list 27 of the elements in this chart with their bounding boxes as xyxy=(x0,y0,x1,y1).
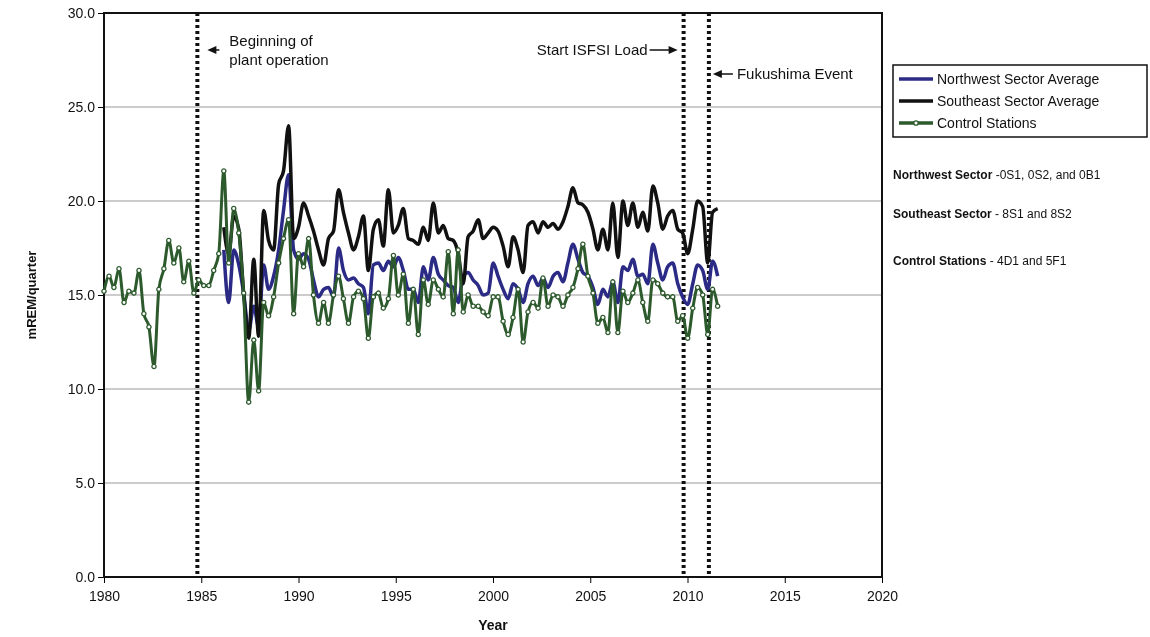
x-tick-label: 2000 xyxy=(477,588,510,605)
legend-label: Control Stations xyxy=(937,115,1037,131)
y-tick-label: 0.0 xyxy=(75,568,96,585)
y-tick-label: 30.0 xyxy=(67,4,96,21)
ref-line-label: Fukushima Event xyxy=(736,65,854,82)
x-tick-label: 1985 xyxy=(186,588,218,605)
y-tick-label: 15.0 xyxy=(67,286,96,303)
y-tick-label: 20.0 xyxy=(67,192,96,209)
legend-label: Northwest Sector Average xyxy=(937,71,1100,87)
ref-line-label: Beginning of plant operation xyxy=(229,32,329,68)
x-tick-label: 1980 xyxy=(88,588,121,605)
legend-label: Southeast Sector Average xyxy=(937,93,1100,109)
ref-line-label: Start ISFSI Load xyxy=(536,41,648,58)
y-axis-title: mREM/quarter xyxy=(24,250,39,340)
x-axis-title: Year xyxy=(478,617,509,633)
text: Northwest Sector -0S1, 0S2, and 0B1 xyxy=(893,168,1101,182)
x-tick-label: 1990 xyxy=(283,588,315,605)
x-tick-label: 1995 xyxy=(380,588,413,605)
y-tick-label: 5.0 xyxy=(75,474,96,491)
x-tick-label: 2005 xyxy=(575,588,607,605)
x-tick-label: 2020 xyxy=(866,588,899,605)
x-tick-label: 2010 xyxy=(672,588,704,605)
y-tick-label: 10.0 xyxy=(67,380,96,397)
text: Southeast Sector - 8S1 and 8S2 xyxy=(893,207,1073,221)
x-tick-label: 2015 xyxy=(769,588,802,605)
text: Control Stations - 4D1 and 5F1 xyxy=(893,254,1067,268)
y-tick-label: 25.0 xyxy=(67,98,96,115)
